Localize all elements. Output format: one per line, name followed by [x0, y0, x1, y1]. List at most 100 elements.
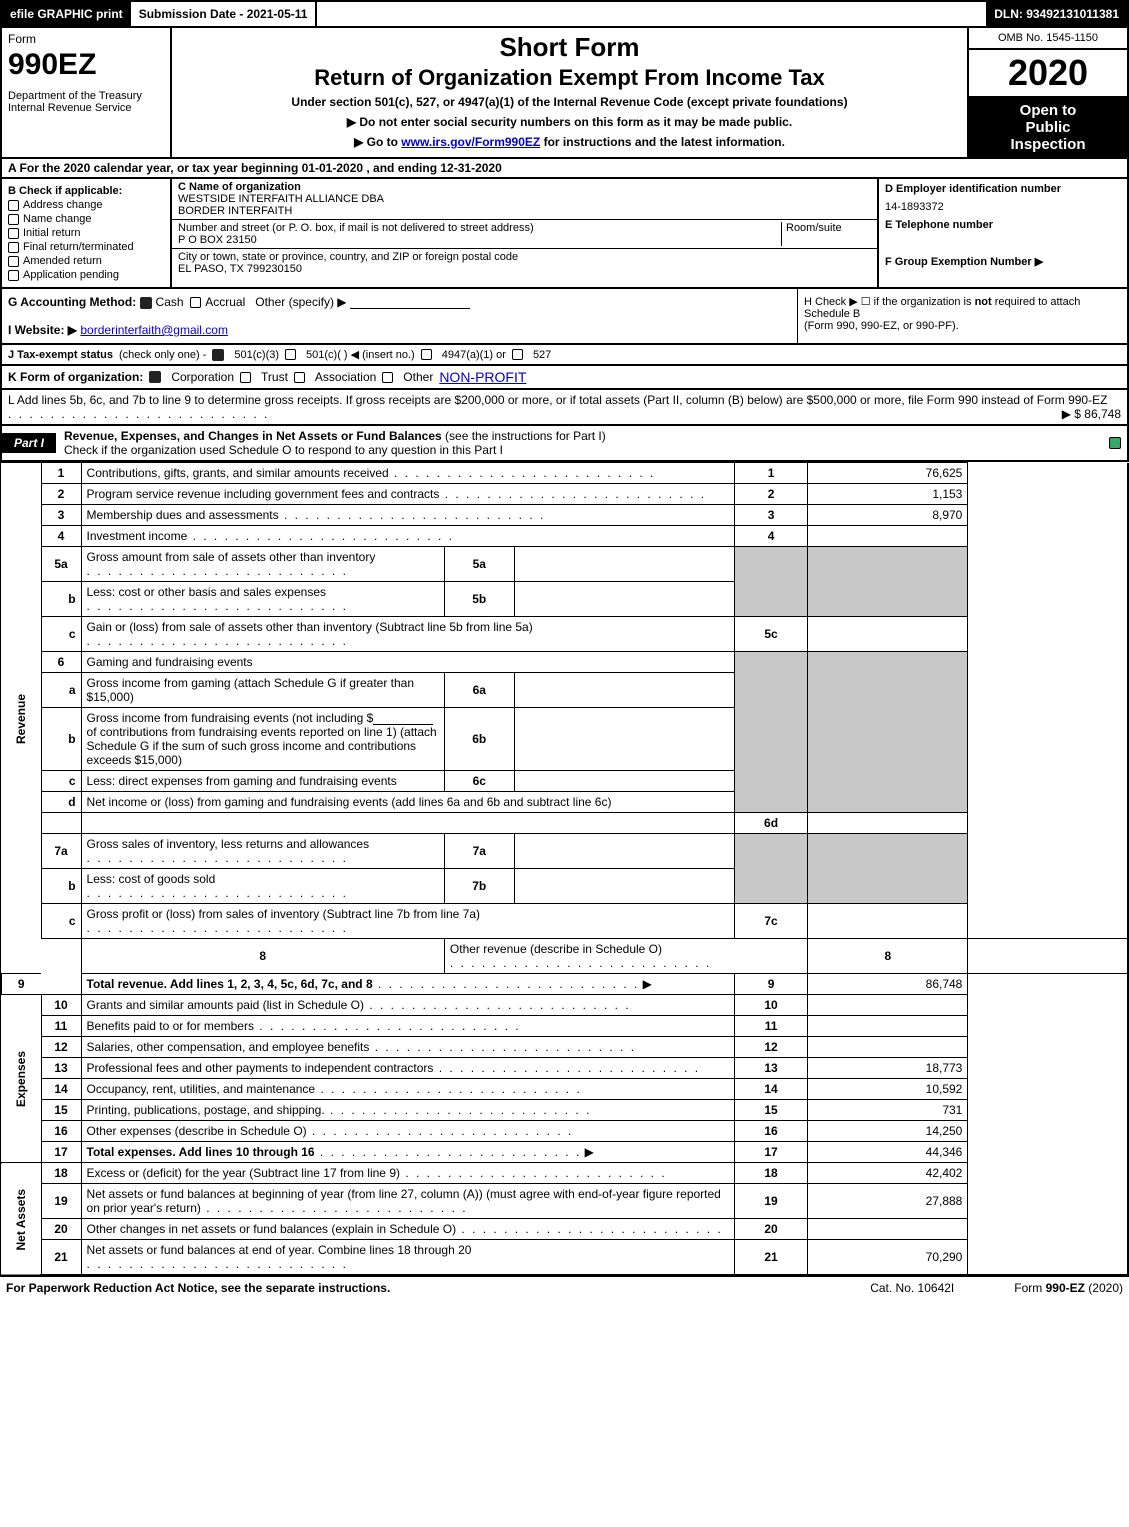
j-527: 527 [533, 349, 551, 361]
n18: 18 [41, 1163, 81, 1184]
v7c [808, 904, 968, 939]
d5a: Gross amount from sale of assets other t… [87, 550, 376, 564]
side-rev-cont [41, 939, 81, 995]
chk-527[interactable] [512, 349, 523, 360]
d4: Investment income [87, 529, 188, 543]
d1: Contributions, gifts, grants, and simila… [87, 466, 389, 480]
l-amount: ▶ $ 86,748 [1062, 407, 1121, 421]
n3: 3 [41, 505, 81, 526]
chk-other-org[interactable] [382, 372, 393, 383]
street-label: Number and street (or P. O. box, if mail… [178, 222, 534, 234]
in6a: 6a [444, 673, 514, 708]
chk-cash[interactable] [140, 297, 152, 309]
k-other-link[interactable]: NON-PROFIT [439, 369, 526, 385]
chk-accrual[interactable] [190, 297, 201, 308]
row-1: Revenue 1 Contributions, gifts, grants, … [1, 463, 1128, 484]
n5b: b [41, 582, 81, 617]
d5b: Less: cost or other basis and sales expe… [87, 585, 326, 599]
v6d [808, 813, 968, 834]
chk-final-return[interactable]: Final return/terminated [8, 241, 164, 253]
n4: 4 [41, 526, 81, 547]
under-section: Under section 501(c), 527, or 4947(a)(1)… [178, 95, 961, 109]
in5b: 5b [444, 582, 514, 617]
chk-amended-return[interactable]: Amended return [8, 255, 164, 267]
n7b: b [41, 869, 81, 904]
j-501c: 501(c)( ) ◀ (insert no.) [306, 348, 415, 361]
chk-name-change[interactable]: Name change [8, 213, 164, 225]
part-1-title: Revenue, Expenses, and Changes in Net As… [64, 426, 606, 460]
side-net-assets: Net Assets [1, 1163, 41, 1276]
do-not-enter: ▶ Do not enter social security numbers o… [178, 115, 961, 129]
in6b: 6b [444, 708, 514, 771]
d7a: Gross sales of inventory, less returns a… [87, 837, 370, 851]
chk-501c[interactable] [285, 349, 296, 360]
efile-print-button[interactable]: efile GRAPHIC print [2, 2, 131, 26]
r13: 13 [734, 1058, 807, 1079]
chk-association[interactable] [294, 372, 305, 383]
tel-label: E Telephone number [885, 219, 1121, 231]
open-line-1: Open to [973, 102, 1123, 119]
n6a: a [41, 673, 81, 708]
part-1-check-line: Check if the organization used Schedule … [64, 443, 503, 457]
chk-schedule-o[interactable] [1109, 437, 1121, 449]
d7c: Gross profit or (loss) from sales of inv… [87, 907, 480, 921]
n6: 6 [41, 652, 81, 673]
d20: Other changes in net assets or fund bala… [87, 1222, 457, 1236]
r11: 11 [734, 1016, 807, 1037]
g-label: G Accounting Method: [8, 295, 136, 309]
submission-date-button[interactable]: Submission Date - 2021-05-11 [131, 2, 318, 26]
in7a: 7a [444, 834, 514, 869]
i-label: I Website: ▶ [8, 323, 77, 337]
v20 [808, 1219, 968, 1240]
chk-trust[interactable] [240, 372, 251, 383]
iv5a [514, 547, 734, 582]
tax-year: 2020 [969, 50, 1127, 98]
d6b1: Gross income from fundraising events (no… [87, 711, 374, 725]
iv7a [514, 834, 734, 869]
omb-number: OMB No. 1545-1150 [969, 28, 1127, 50]
row-12: 12 Salaries, other compensation, and emp… [1, 1037, 1128, 1058]
n20: 20 [41, 1219, 81, 1240]
chk-corporation[interactable] [149, 371, 161, 383]
row-8: 8 Other revenue (describe in Schedule O)… [1, 939, 1128, 974]
irs-link[interactable]: www.irs.gov/Form990EZ [401, 135, 540, 149]
v17: 44,346 [808, 1142, 968, 1163]
chk-address-change[interactable]: Address change [8, 199, 164, 211]
iv5b [514, 582, 734, 617]
v3: 8,970 [808, 505, 968, 526]
chk-4947[interactable] [421, 349, 432, 360]
v2: 1,153 [808, 484, 968, 505]
ein-value: 14-1893372 [885, 201, 1121, 213]
chk-501c3[interactable] [212, 349, 224, 361]
row-15: 15 Printing, publications, postage, and … [1, 1100, 1128, 1121]
go-to-post: for instructions and the latest informat… [544, 135, 785, 149]
d6c: Less: direct expenses from gaming and fu… [87, 774, 397, 788]
room-suite: Room/suite [781, 222, 871, 246]
n2: 2 [41, 484, 81, 505]
k-corp: Corporation [171, 370, 234, 384]
column-b: B Check if applicable: Address change Na… [2, 179, 172, 287]
v18: 42,402 [808, 1163, 968, 1184]
chk-application-pending[interactable]: Application pending [8, 269, 164, 281]
chk-initial-return[interactable]: Initial return [8, 227, 164, 239]
d6a: Gross income from gaming (attach Schedul… [87, 676, 415, 704]
n7c: c [41, 904, 81, 939]
top-bar: efile GRAPHIC print Submission Date - 20… [0, 0, 1129, 28]
h-not: not [975, 296, 992, 308]
v11 [808, 1016, 968, 1037]
website-link[interactable]: borderinterfaith@gmail.com [80, 323, 228, 337]
h-text-1: H Check ▶ ☐ if the organization is [804, 296, 975, 308]
n1: 1 [41, 463, 81, 484]
g-other-blank[interactable] [350, 297, 470, 309]
r3: 3 [734, 505, 807, 526]
r19: 19 [734, 1184, 807, 1219]
r21: 21 [734, 1240, 807, 1276]
row-18: Net Assets 18 Excess or (deficit) for th… [1, 1163, 1128, 1184]
row-j: J Tax-exempt status (check only one) - 5… [0, 345, 1129, 366]
d6d: Net income or (loss) from gaming and fun… [87, 795, 612, 809]
go-to-line: ▶ Go to www.irs.gov/Form990EZ for instru… [178, 135, 961, 149]
go-to-pre: ▶ Go to [354, 135, 401, 149]
cell-street: Number and street (or P. O. box, if mail… [172, 220, 877, 249]
form-header: Form 990EZ Department of the Treasury In… [0, 28, 1129, 159]
h-text-3: (Form 990, 990-EZ, or 990-PF). [804, 320, 959, 332]
